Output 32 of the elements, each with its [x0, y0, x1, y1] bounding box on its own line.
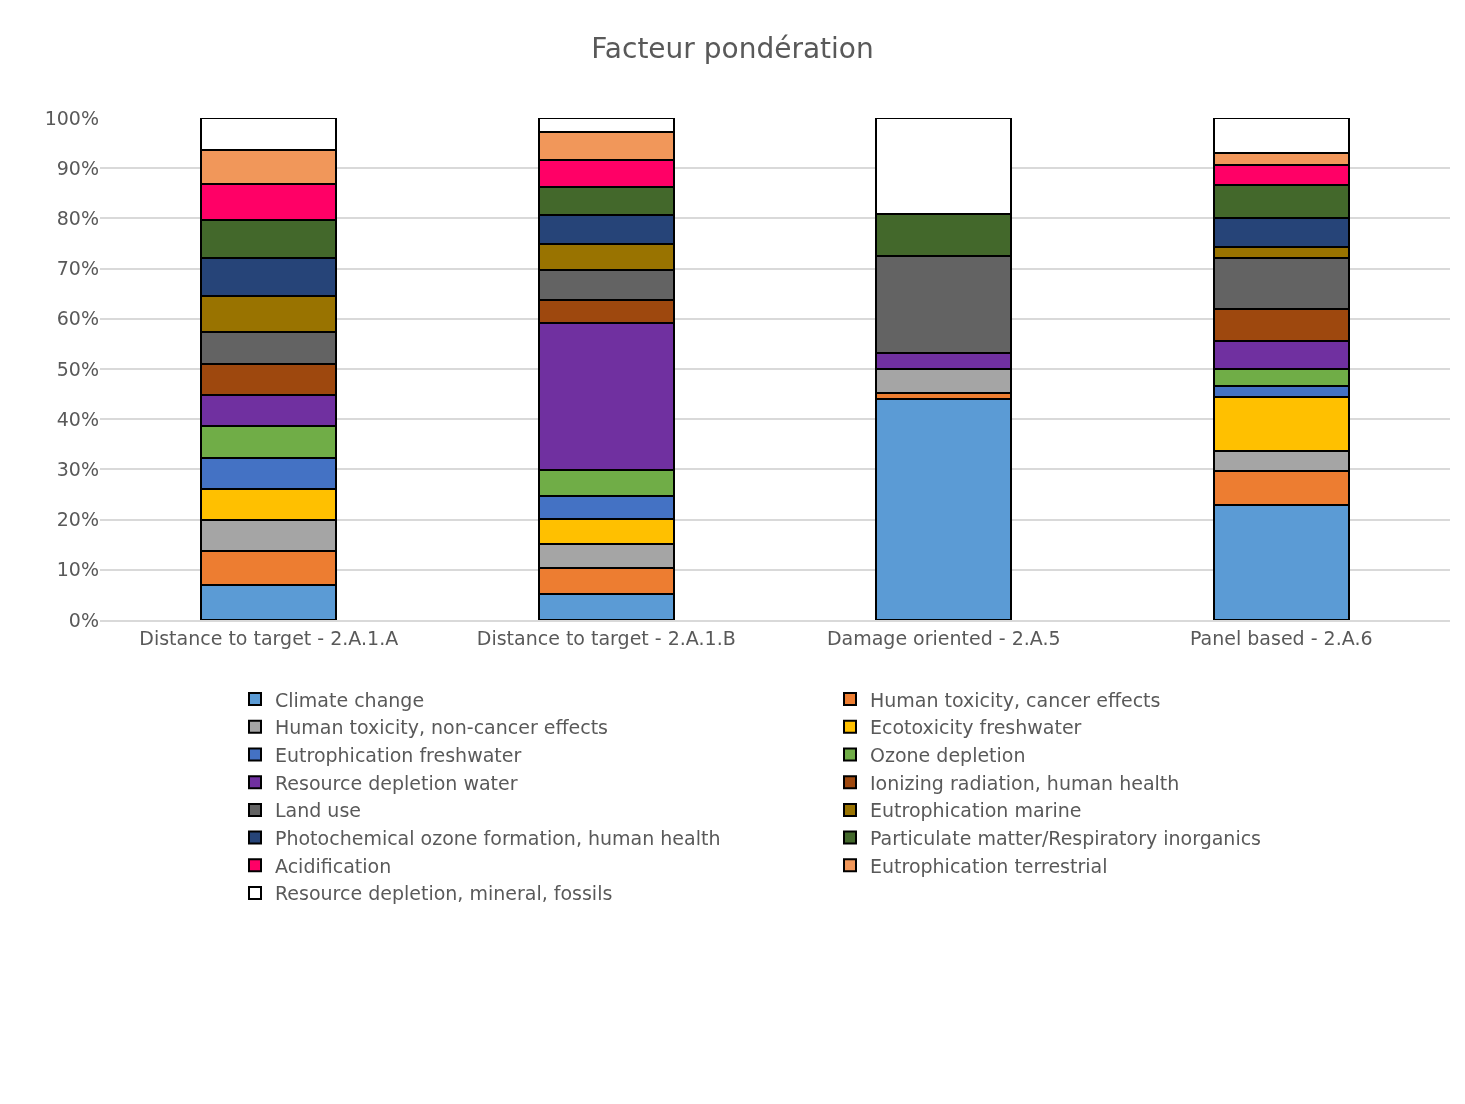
x-tick-label: Distance to target - 2.A.1.A: [139, 626, 399, 649]
legend-label: Resource depletion water: [275, 771, 518, 794]
x-tick-label: Distance to target - 2.A.1.B: [476, 626, 736, 649]
y-tick-label: 0%: [68, 608, 99, 631]
legend-label: Climate change: [275, 688, 425, 711]
legend-label: Human toxicity, cancer effects: [870, 688, 1161, 711]
legend-label: Acidification: [275, 854, 392, 877]
y-tick-label: 90%: [56, 156, 99, 179]
bar: [875, 398, 1013, 620]
x-tick-label: Damage oriented - 2.A.5: [826, 626, 1061, 649]
legend-label: Ionizing radiation, human health: [870, 771, 1180, 794]
legend-label: Eutrophication freshwater: [275, 743, 522, 766]
chart-title: Facteur pondération: [591, 32, 874, 66]
legend-label: Eutrophication marine: [870, 799, 1082, 822]
y-tick-label: 100%: [44, 106, 99, 129]
y-tick-label: 80%: [56, 207, 99, 230]
legend-label: Eutrophication terrestrial: [870, 854, 1108, 877]
legend-label: Resource depletion, mineral, fossils: [275, 882, 613, 905]
legend-label: Photochemical ozone formation, human health: [275, 827, 721, 849]
legend-label: Land use: [275, 799, 362, 822]
legend-label: Ozone depletion: [870, 743, 1026, 766]
y-tick-label: 60%: [56, 307, 99, 330]
y-tick-label: 20%: [56, 508, 99, 531]
y-tick-label: 30%: [56, 458, 99, 481]
y-tick-label: 70%: [56, 257, 99, 280]
y-tick-label: 40%: [56, 407, 99, 430]
x-tick-label: Panel based - 2.A.6: [1189, 626, 1373, 649]
legend-label: Ecotoxicity freshwater: [870, 716, 1082, 739]
y-tick-label: 10%: [56, 558, 99, 581]
legend-label: Particulate matter/Respiratory inorganics: [870, 827, 1262, 849]
y-tick-label: 50%: [56, 357, 99, 380]
legend-label: Human toxicity, non-cancer effects: [275, 716, 609, 739]
